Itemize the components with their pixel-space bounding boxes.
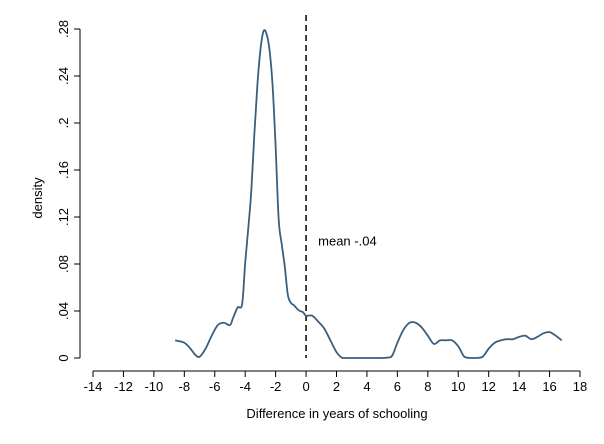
x-tick-label: 16 xyxy=(542,379,556,394)
y-tick-label: .2 xyxy=(56,118,71,129)
x-tick-label: 18 xyxy=(573,379,587,394)
x-axis: -14 -12 -10 -8 -6 -4 -2 0 2 4 6 8 10 12 14 16 18 xyxy=(84,371,588,394)
y-tick-label: 0 xyxy=(56,354,71,361)
density-line xyxy=(175,30,562,358)
x-tick-label: -8 xyxy=(179,379,191,394)
x-tick-label: -14 xyxy=(84,379,103,394)
x-axis-label: Difference in years of schooling xyxy=(246,406,427,421)
y-tick-label: .16 xyxy=(56,161,71,179)
y-tick-label: .24 xyxy=(56,67,71,85)
reference-layer: mean -.04 xyxy=(306,15,377,358)
y-tick-label: .08 xyxy=(56,255,71,273)
series-layer xyxy=(175,30,562,358)
mean-annotation: mean -.04 xyxy=(318,234,377,249)
y-axis: 0 .04 .08 .12 .16 .2 .24 .28 xyxy=(56,20,80,362)
y-tick-label: .12 xyxy=(56,208,71,226)
x-tick-label: -12 xyxy=(114,379,133,394)
x-tick-label: 8 xyxy=(424,379,431,394)
x-tick-label: 0 xyxy=(302,379,309,394)
x-tick-label: 2 xyxy=(333,379,340,394)
y-tick-label: .04 xyxy=(56,302,71,320)
y-axis-label: density xyxy=(30,177,45,219)
x-tick-label: -2 xyxy=(270,379,282,394)
y-tick-label: .28 xyxy=(56,20,71,38)
x-tick-label: -6 xyxy=(209,379,221,394)
x-tick-label: -10 xyxy=(144,379,163,394)
x-tick-label: 6 xyxy=(394,379,401,394)
x-tick-label: 10 xyxy=(451,379,465,394)
x-tick-label: -4 xyxy=(239,379,251,394)
x-tick-label: 4 xyxy=(363,379,370,394)
x-tick-label: 12 xyxy=(481,379,495,394)
x-tick-label: 14 xyxy=(512,379,526,394)
